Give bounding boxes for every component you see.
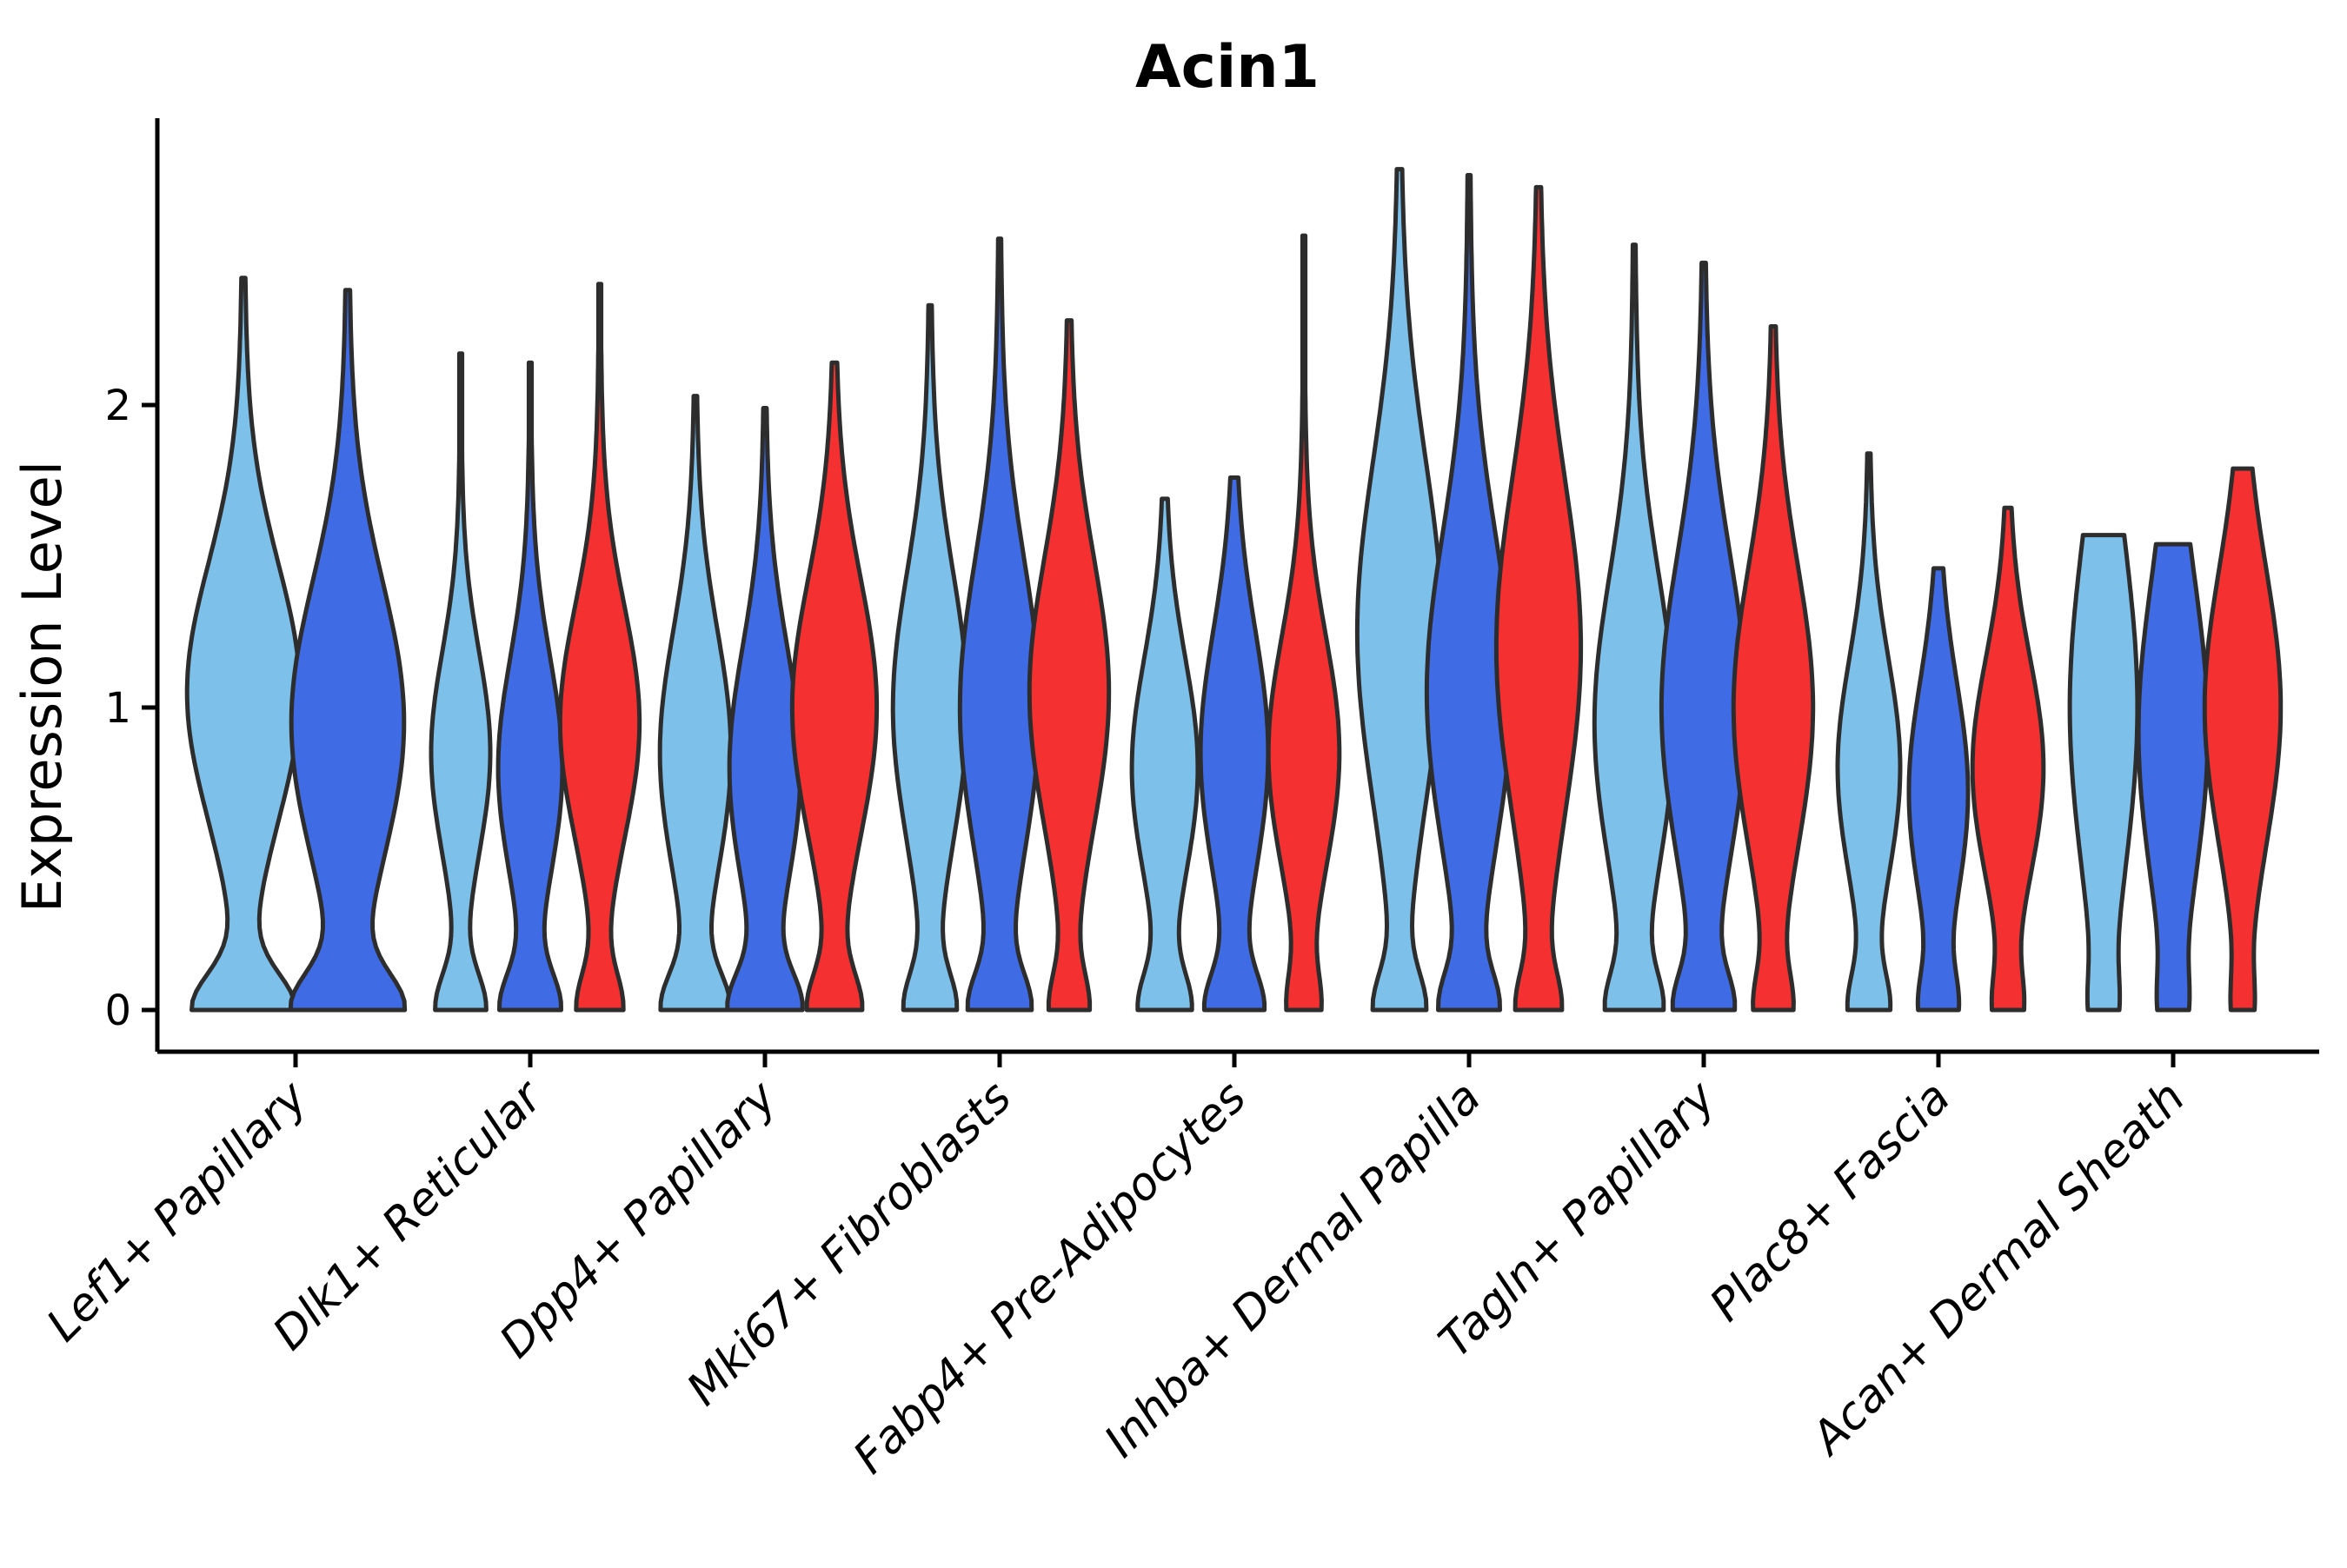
y-tick-label: 2	[104, 382, 131, 430]
violin-2-2	[789, 360, 880, 1013]
violin-3-2	[1027, 318, 1112, 1013]
violin-6-0	[1592, 243, 1677, 1013]
violin-7-2	[1970, 505, 2046, 1013]
violin-6-2	[1731, 324, 1816, 1013]
violin-4-1	[1198, 475, 1271, 1013]
violin-5-0	[1354, 167, 1445, 1013]
violin-7-0	[1835, 451, 1903, 1013]
violin-2-1	[725, 406, 805, 1013]
violin-1-2	[557, 282, 642, 1013]
violins-layer	[184, 167, 2284, 1013]
violin-3-1	[957, 236, 1042, 1013]
axes-layer	[142, 118, 2319, 1067]
violin-4-0	[1129, 496, 1200, 1013]
violin-2-0	[657, 394, 734, 1013]
violin-3-0	[890, 302, 970, 1013]
violin-8-0	[2067, 533, 2140, 1013]
y-axis-label: Expression Level	[10, 461, 74, 913]
violin-0-0	[184, 276, 303, 1013]
violin-1-0	[429, 351, 493, 1013]
x-tick-label-4: Fabp4+ Pre-Adipocytes	[844, 1072, 1257, 1485]
violin-6-1	[1659, 260, 1749, 1013]
violin-8-2	[2202, 466, 2284, 1013]
violin-7-1	[1906, 566, 1971, 1013]
violin-1-1	[495, 360, 565, 1013]
chart-title: Acin1	[1135, 33, 1320, 102]
x-tick-label-7: Plac8+ Fascia	[1700, 1072, 1960, 1332]
y-tick-label: 1	[104, 684, 131, 733]
violin-0-1	[288, 288, 408, 1013]
y-tick-label: 0	[104, 987, 131, 1035]
violin-8-1	[2136, 541, 2211, 1013]
violin-5-2	[1493, 184, 1584, 1013]
violin-4-2	[1266, 233, 1342, 1013]
x-tick-label-8: Acan+ Dermal Sheath	[1800, 1072, 2195, 1466]
x-tick-label-5: Inhba+ Dermal Papilla	[1094, 1072, 1491, 1468]
